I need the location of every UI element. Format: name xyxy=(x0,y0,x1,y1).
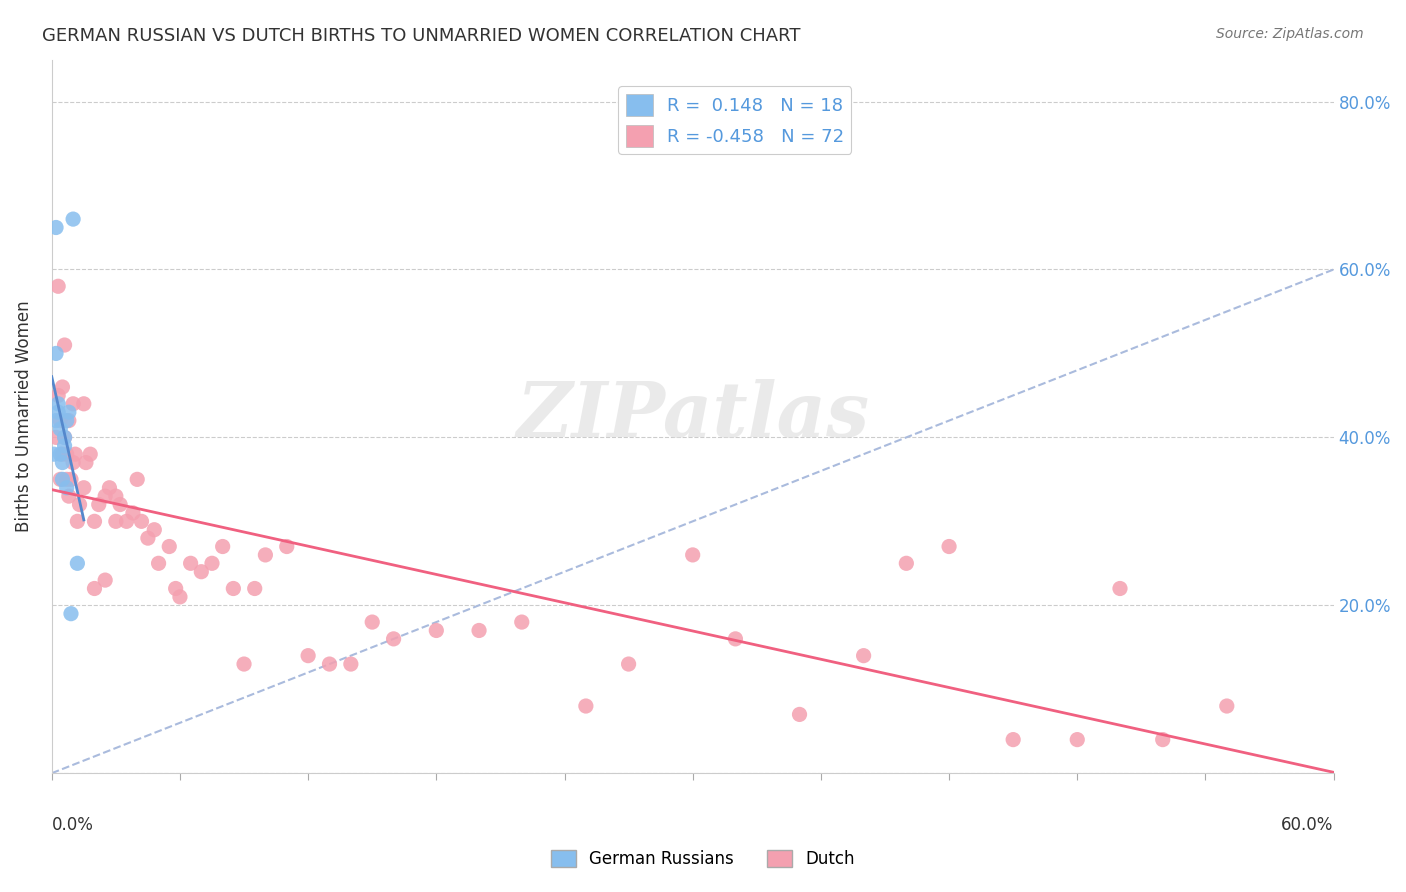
Point xyxy=(49,472,72,486)
Point xyxy=(59,607,82,621)
Point xyxy=(51,447,73,461)
Point xyxy=(66,557,89,571)
Point xyxy=(55,481,77,495)
Point xyxy=(165,582,187,596)
Point xyxy=(79,447,101,461)
Text: Source: ZipAtlas.com: Source: ZipAtlas.com xyxy=(1216,27,1364,41)
Point xyxy=(148,557,170,571)
Text: GERMAN RUSSIAN VS DUTCH BIRTHS TO UNMARRIED WOMEN CORRELATION CHART: GERMAN RUSSIAN VS DUTCH BIRTHS TO UNMARR… xyxy=(42,27,800,45)
Point xyxy=(233,657,256,671)
Point xyxy=(75,456,97,470)
Point xyxy=(58,414,80,428)
Point xyxy=(254,548,277,562)
Point xyxy=(1109,582,1132,596)
Point xyxy=(724,632,747,646)
Point xyxy=(51,472,73,486)
Point xyxy=(53,430,76,444)
Point xyxy=(201,557,224,571)
Point xyxy=(1002,732,1025,747)
Point xyxy=(115,514,138,528)
Point xyxy=(53,430,76,444)
Point xyxy=(318,657,340,671)
Point xyxy=(180,557,202,571)
Point xyxy=(66,514,89,528)
Point xyxy=(789,707,811,722)
Point xyxy=(58,489,80,503)
Point xyxy=(45,346,67,360)
Point xyxy=(510,615,533,629)
Point xyxy=(49,422,72,436)
Point xyxy=(1066,732,1088,747)
Point xyxy=(73,397,96,411)
Point xyxy=(1216,699,1239,714)
Point xyxy=(190,565,212,579)
Point xyxy=(59,472,82,486)
Text: 0.0%: 0.0% xyxy=(52,816,94,834)
Point xyxy=(55,447,77,461)
Point xyxy=(896,557,918,571)
Point xyxy=(131,514,153,528)
Point xyxy=(53,338,76,352)
Point xyxy=(852,648,875,663)
Point xyxy=(45,430,67,444)
Point xyxy=(45,220,67,235)
Point xyxy=(51,380,73,394)
Point xyxy=(143,523,166,537)
Point xyxy=(42,447,65,461)
Point xyxy=(938,540,960,554)
Point xyxy=(46,388,69,402)
Point xyxy=(136,531,159,545)
Point xyxy=(45,414,67,428)
Point xyxy=(55,472,77,486)
Y-axis label: Births to Unmarried Women: Births to Unmarried Women xyxy=(15,301,32,533)
Point xyxy=(94,489,117,503)
Point xyxy=(425,624,447,638)
Point xyxy=(46,405,69,419)
Point xyxy=(83,582,105,596)
Point xyxy=(65,447,87,461)
Point xyxy=(682,548,704,562)
Point xyxy=(222,582,245,596)
Point xyxy=(361,615,384,629)
Point xyxy=(73,481,96,495)
Point xyxy=(211,540,233,554)
Point xyxy=(340,657,363,671)
Point xyxy=(127,472,149,486)
Point xyxy=(617,657,640,671)
Point xyxy=(46,279,69,293)
Point xyxy=(46,397,69,411)
Text: ZIPatlas: ZIPatlas xyxy=(516,379,869,453)
Point xyxy=(62,212,84,227)
Text: 60.0%: 60.0% xyxy=(1281,816,1334,834)
Point xyxy=(94,573,117,587)
Point xyxy=(243,582,266,596)
Point xyxy=(69,498,91,512)
Point xyxy=(62,456,84,470)
Point xyxy=(468,624,491,638)
Point xyxy=(1152,732,1174,747)
Point xyxy=(58,405,80,419)
Point xyxy=(87,498,110,512)
Point xyxy=(169,590,191,604)
Legend: German Russians, Dutch: German Russians, Dutch xyxy=(544,843,862,875)
Point xyxy=(98,481,121,495)
Point xyxy=(108,498,131,512)
Point xyxy=(62,397,84,411)
Point xyxy=(49,414,72,428)
Point xyxy=(157,540,180,554)
Point xyxy=(53,439,76,453)
Point xyxy=(51,456,73,470)
Point xyxy=(382,632,405,646)
Point xyxy=(49,447,72,461)
Point xyxy=(297,648,319,663)
Legend: R =  0.148   N = 18, R = -0.458   N = 72: R = 0.148 N = 18, R = -0.458 N = 72 xyxy=(619,87,852,154)
Point xyxy=(575,699,598,714)
Point xyxy=(104,489,127,503)
Point xyxy=(104,514,127,528)
Point xyxy=(276,540,298,554)
Point xyxy=(83,514,105,528)
Point xyxy=(55,414,77,428)
Point xyxy=(122,506,145,520)
